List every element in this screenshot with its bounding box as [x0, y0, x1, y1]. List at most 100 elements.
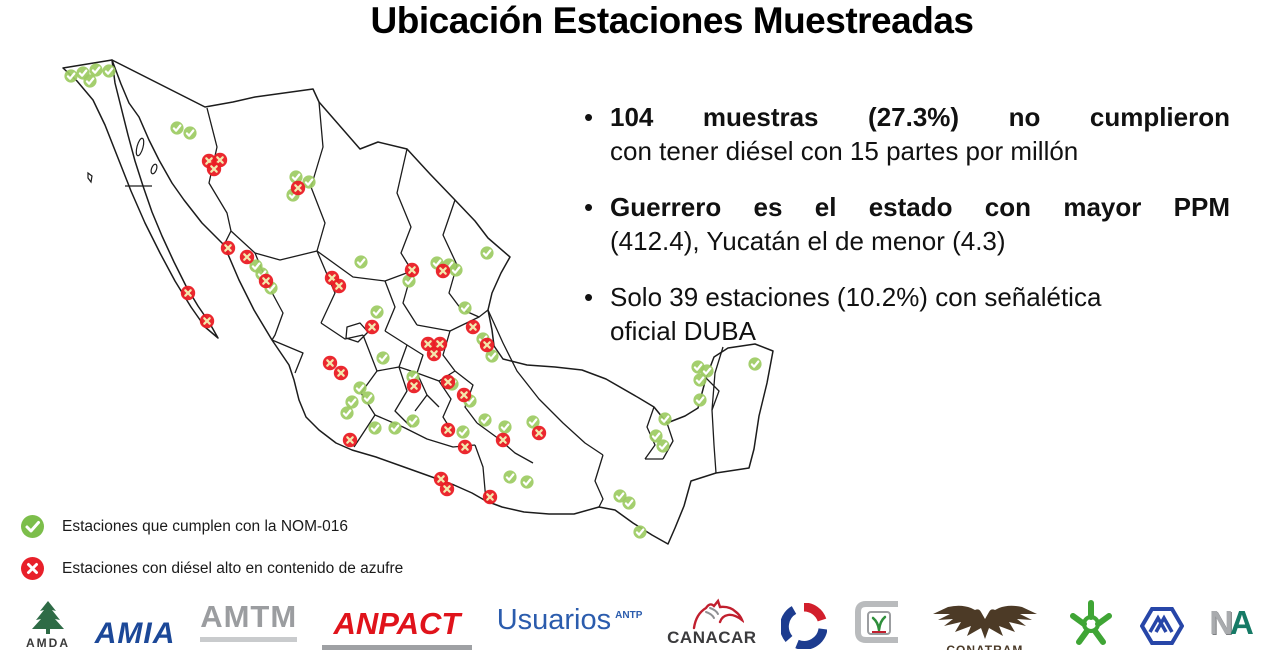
station-noncompliant-marker	[322, 355, 338, 371]
station-compliant-marker	[658, 412, 672, 426]
legend-label-compliant: Estaciones que cumplen con la NOM-016	[62, 517, 349, 535]
bullet-line-bold: Guerrero es el estado con mayor PPM	[610, 192, 1230, 222]
mexico-map-svg	[62, 59, 774, 545]
legend-row-compliant: Estaciones que cumplen con la NOM-016	[20, 514, 403, 539]
station-compliant-marker	[693, 393, 707, 407]
station-noncompliant-marker	[435, 263, 451, 279]
station-compliant-marker	[520, 475, 534, 489]
station-compliant-marker	[613, 489, 627, 503]
station-noncompliant-marker	[258, 273, 274, 289]
bullet-line: Solo 39 estaciones (10.2%) con señalétic…	[610, 282, 1102, 312]
page-title: Ubicación Estaciones Muestreadas	[370, 0, 974, 41]
station-compliant-marker	[622, 496, 636, 510]
green-starburst-icon	[1069, 600, 1112, 645]
hexagon-logo	[1140, 606, 1185, 646]
canacar-label: CANACAR	[667, 628, 757, 647]
x-circle-icon	[21, 557, 44, 580]
bullet-line-bold: 104 muestras (27.3%) no cumplieron	[610, 102, 1230, 132]
station-compliant-marker	[748, 357, 762, 371]
station-compliant-marker	[526, 415, 540, 429]
station-compliant-marker	[406, 414, 420, 428]
station-compliant-marker	[340, 406, 354, 420]
station-markers	[64, 63, 762, 539]
bullet-line: con tener diésel con 15 partes por milló…	[610, 136, 1079, 166]
station-compliant-marker	[361, 391, 375, 405]
amia-label: AMIA	[94, 617, 176, 650]
station-noncompliant-marker	[333, 365, 349, 381]
station-noncompliant-marker	[457, 439, 473, 455]
station-compliant-marker	[345, 395, 359, 409]
anpact-logo: ANPACT	[321, 606, 472, 650]
station-noncompliant-marker	[180, 285, 196, 301]
amda-label: AMDA	[26, 636, 70, 650]
station-compliant-marker	[289, 170, 303, 184]
bullet-line: (412.4), Yucatán el de menor (4.3)	[610, 226, 1006, 256]
station-compliant-marker	[458, 301, 472, 315]
station-compliant-marker	[89, 63, 103, 77]
pine-tree-icon	[32, 601, 64, 634]
island	[150, 163, 158, 175]
station-compliant-marker	[64, 69, 78, 83]
legend-row-noncompliant: Estaciones con diésel alto en contenido …	[20, 556, 403, 581]
station-noncompliant-marker	[482, 489, 498, 505]
canacar-logo: CANACAR	[667, 598, 756, 648]
amia-logo: AMIA	[95, 617, 176, 650]
antp-label: ANTP	[615, 610, 643, 621]
amtm-label: AMTM	[200, 599, 298, 634]
blue-hexagon-icon	[1140, 607, 1185, 645]
bullet-item: 104 muestras (27.3%) no cumplieron con t…	[582, 100, 1230, 168]
station-compliant-marker	[388, 421, 402, 435]
station-noncompliant-marker	[206, 161, 222, 177]
station-noncompliant-marker	[479, 337, 495, 353]
partner-logo-strip: AMDA AMIA AMTM ANPACT Usuarios ANTP CANA…	[0, 597, 1280, 650]
horse-icon	[692, 598, 744, 630]
station-compliant-marker	[503, 470, 517, 484]
station-noncompliant-marker	[239, 249, 255, 265]
station-compliant-marker	[649, 429, 663, 443]
station-compliant-marker	[183, 126, 197, 140]
station-noncompliant-marker	[290, 180, 306, 196]
station-compliant-marker	[402, 274, 416, 288]
map-legend: Estaciones que cumplen con la NOM-016 Es…	[20, 514, 403, 598]
mexico-map	[55, 55, 775, 547]
station-compliant-marker	[102, 64, 116, 78]
ina-teal-letter: A	[1230, 604, 1254, 641]
station-noncompliant-marker	[465, 319, 481, 335]
station-compliant-marker	[449, 263, 463, 277]
station-compliant-marker	[633, 525, 647, 539]
eagle-icon	[932, 605, 1037, 639]
usuarios-label: Usuarios	[496, 604, 612, 636]
station-noncompliant-marker	[531, 425, 547, 441]
bullet-line: oficial DUBA	[610, 316, 756, 346]
station-compliant-marker	[370, 305, 384, 319]
station-compliant-marker	[456, 425, 470, 439]
amda-logo: AMDA	[26, 601, 70, 650]
station-noncompliant-marker	[406, 378, 422, 394]
anpact-underline	[321, 645, 472, 650]
station-noncompliant-marker	[456, 387, 472, 403]
station-noncompliant-marker	[342, 432, 358, 448]
station-compliant-marker	[83, 74, 97, 88]
amtm-logo: AMTM	[200, 599, 298, 642]
station-noncompliant-marker	[495, 432, 511, 448]
ring-icon	[781, 603, 828, 649]
station-noncompliant-marker	[220, 240, 236, 256]
station-noncompliant-marker	[331, 278, 347, 294]
bullet-item: Solo 39 estaciones (10.2%) con señalétic…	[582, 280, 1230, 348]
station-compliant-marker	[485, 349, 499, 363]
ring-logo	[781, 603, 828, 649]
station-noncompliant-marker	[364, 319, 380, 335]
station-compliant-marker	[170, 121, 184, 135]
bullet-item: Guerrero es el estado con mayor PPM (412…	[582, 190, 1230, 258]
station-compliant-marker	[354, 255, 368, 269]
station-compliant-marker	[478, 413, 492, 427]
island	[135, 137, 145, 157]
station-compliant-marker	[368, 421, 382, 435]
legend-label-noncompliant: Estaciones con diésel alto en contenido …	[62, 559, 404, 577]
station-compliant-marker	[693, 373, 707, 387]
conatram-label: CONATRAM	[946, 643, 1024, 650]
station-compliant-marker	[700, 364, 714, 378]
starburst-logo	[1066, 597, 1116, 649]
station-noncompliant-marker	[440, 422, 456, 438]
